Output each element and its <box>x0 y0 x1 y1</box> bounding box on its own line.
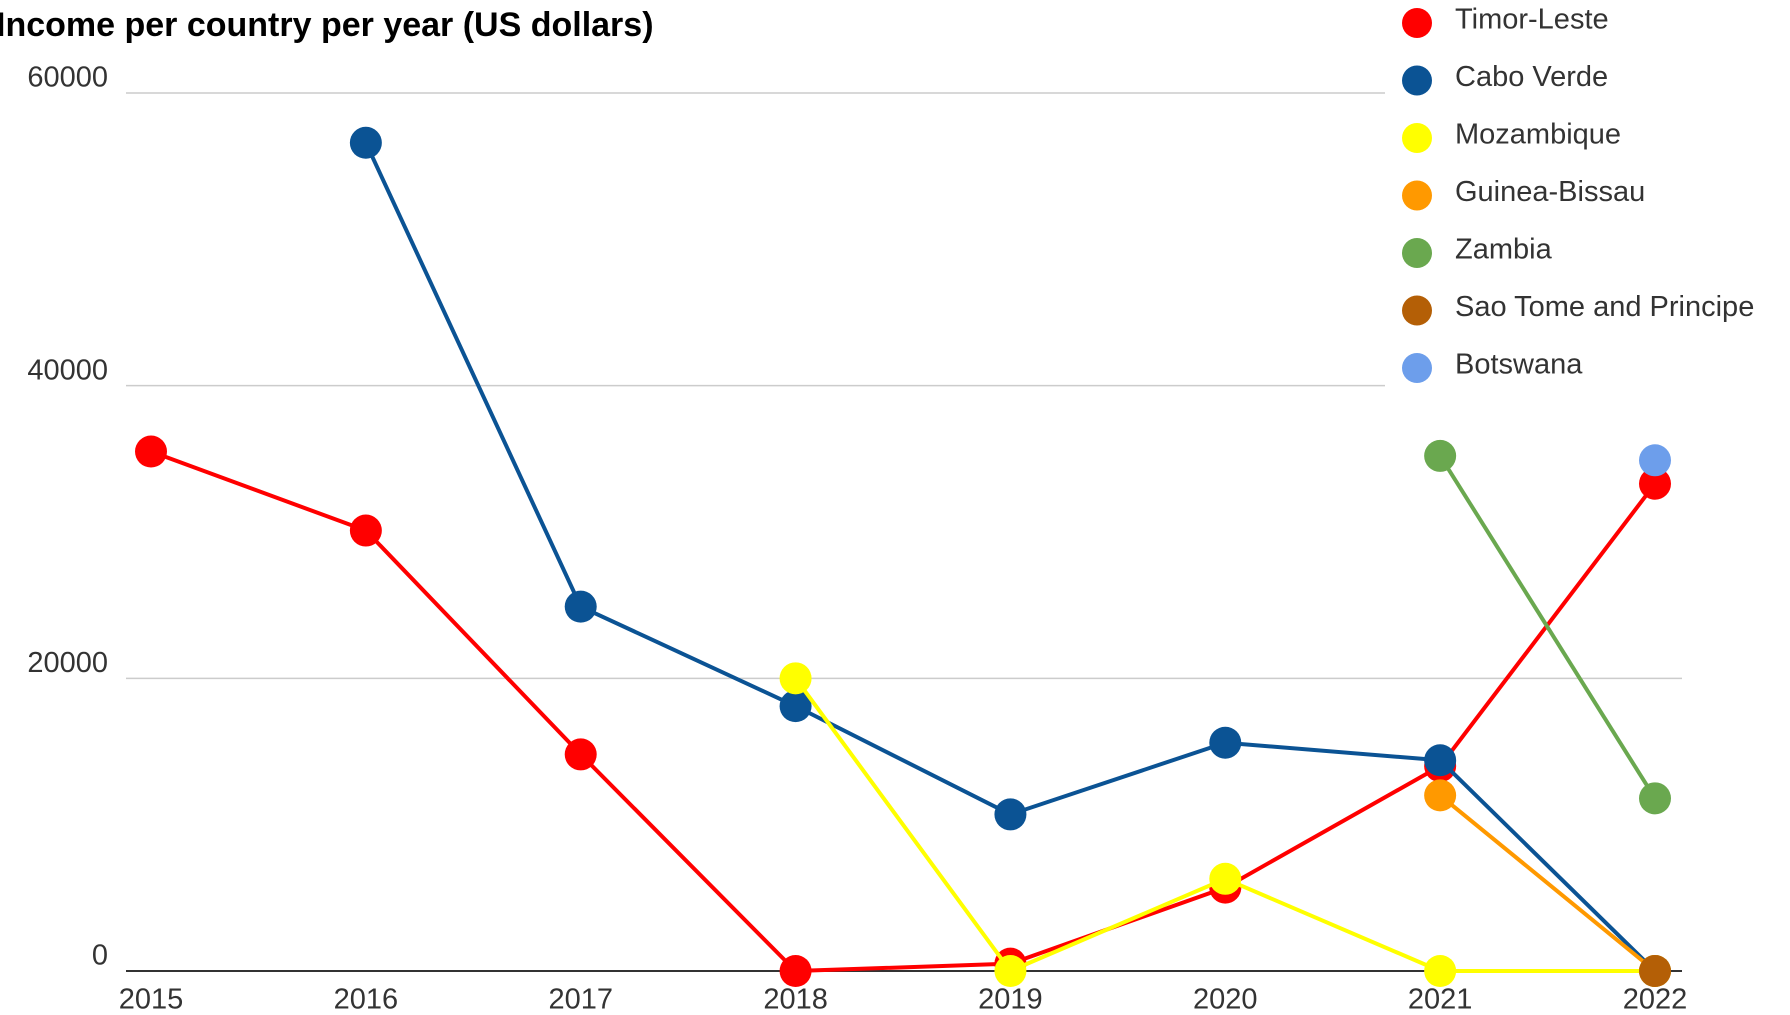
series-line <box>150 449 1657 973</box>
legend-marker <box>1402 238 1432 268</box>
series-line <box>793 677 1655 973</box>
legend-label: Guinea-Bissau <box>1455 176 1645 208</box>
data-point <box>564 590 597 623</box>
series-line <box>1438 793 1657 973</box>
data-point <box>349 126 382 159</box>
data-point <box>994 798 1027 831</box>
legend-label: Sao Tome and Principe <box>1455 291 1754 323</box>
data-point <box>1424 439 1457 472</box>
data-point <box>1424 744 1457 777</box>
legend-label: Zambia <box>1455 234 1553 266</box>
data-point <box>1209 726 1242 759</box>
series-line <box>1438 454 1657 800</box>
data-point <box>1639 467 1671 500</box>
y-tick-label: 20000 <box>27 647 108 679</box>
x-tick-label: 2015 <box>119 984 184 1015</box>
legend-label: Botswana <box>1455 349 1583 381</box>
x-tick-label: 2021 <box>1408 984 1473 1015</box>
data-point <box>564 738 597 771</box>
data-point <box>779 662 812 695</box>
x-tick-label: 2020 <box>1193 984 1258 1015</box>
legend-label: Mozambique <box>1455 119 1621 151</box>
data-point <box>1424 955 1457 987</box>
legend-marker <box>1402 295 1432 326</box>
data-point <box>1209 862 1242 895</box>
legend-marker <box>1402 65 1432 96</box>
legend-marker <box>1402 353 1432 383</box>
legend-background <box>1385 0 1790 416</box>
x-tick-label: 2019 <box>978 984 1043 1015</box>
y-tick-label: 0 <box>92 940 108 972</box>
y-tick-label: 40000 <box>27 354 108 386</box>
chart-title: Income per country per year (US dollars) <box>0 6 654 44</box>
x-tick-label: 2018 <box>763 984 828 1015</box>
x-tick-label: 2022 <box>1623 984 1688 1015</box>
legend-label: Cabo Verde <box>1455 61 1608 93</box>
data-point <box>349 514 382 547</box>
legend-marker <box>1402 123 1432 153</box>
legend-label: Timor-Leste <box>1455 4 1609 36</box>
data-point <box>779 955 812 987</box>
data-point <box>135 435 167 468</box>
data-point <box>1424 779 1457 812</box>
y-tick-label: 60000 <box>27 62 108 94</box>
data-point <box>1639 782 1671 815</box>
data-point <box>1639 444 1671 477</box>
legend-marker <box>1402 8 1432 38</box>
x-tick-label: 2017 <box>548 984 613 1015</box>
data-point <box>1639 955 1671 987</box>
data-point <box>994 955 1027 987</box>
x-tick-label: 2016 <box>334 984 399 1015</box>
legend-marker <box>1402 180 1432 211</box>
data-point <box>779 690 812 723</box>
